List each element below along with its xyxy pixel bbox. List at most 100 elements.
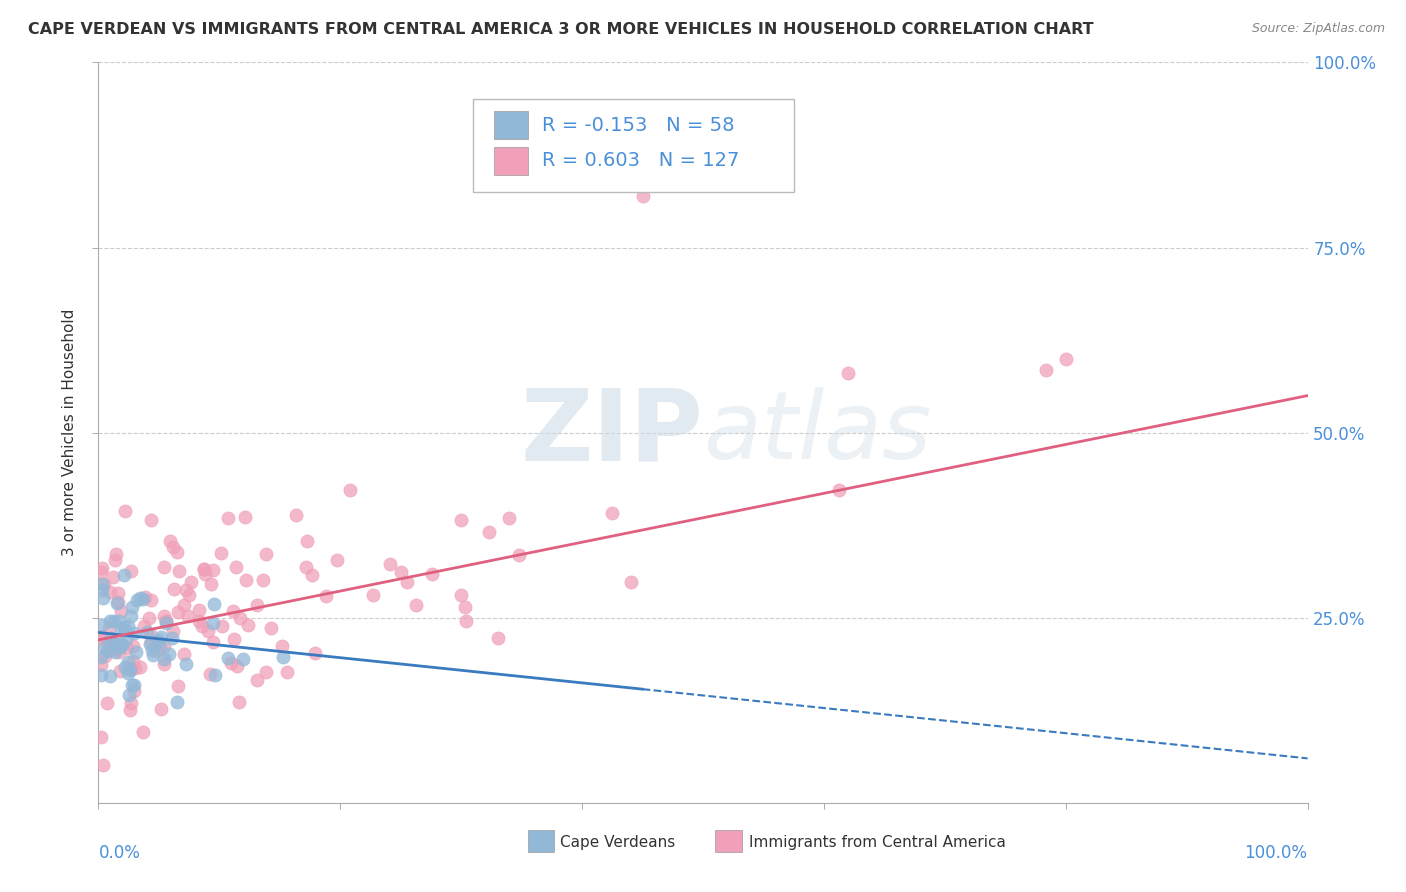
Point (138, 611, 160, 625)
Point (141, 642, 163, 657)
Point (110, 622, 132, 636)
Point (620, 575, 643, 590)
Point (450, 588, 472, 602)
Point (91, 576, 114, 591)
Point (115, 641, 138, 656)
Point (453, 599, 475, 614)
Point (139, 635, 162, 649)
Point (112, 620, 135, 634)
Point (187, 603, 209, 617)
Point (104, 547, 127, 561)
Point (139, 637, 162, 651)
Point (194, 566, 217, 581)
Point (179, 588, 201, 602)
Point (837, 367, 859, 381)
Point (202, 563, 225, 577)
Point (254, 665, 277, 680)
Point (108, 664, 131, 678)
Point (163, 582, 186, 597)
Text: R = 0.603   N = 127: R = 0.603 N = 127 (543, 152, 740, 170)
FancyBboxPatch shape (494, 112, 527, 139)
Text: Cape Verdeans: Cape Verdeans (561, 835, 675, 849)
Point (162, 624, 184, 638)
Point (145, 644, 167, 658)
Point (211, 619, 233, 633)
FancyBboxPatch shape (494, 147, 527, 175)
Point (166, 695, 188, 709)
Point (232, 652, 254, 666)
Point (173, 598, 195, 612)
Point (162, 541, 184, 555)
Point (120, 608, 142, 623)
Point (90, 731, 112, 745)
Point (136, 624, 159, 639)
Point (1054, 351, 1077, 366)
Point (98, 615, 121, 629)
Point (115, 632, 138, 646)
Point (498, 510, 520, 524)
Point (129, 660, 152, 674)
Point (91, 591, 114, 605)
Point (221, 604, 243, 618)
Point (233, 510, 256, 524)
Point (202, 635, 225, 649)
Point (217, 651, 239, 665)
Point (103, 569, 125, 583)
Point (828, 483, 851, 497)
Point (204, 597, 226, 611)
Point (93, 577, 115, 591)
Point (167, 564, 190, 578)
Text: Source: ZipAtlas.com: Source: ZipAtlas.com (1251, 22, 1385, 36)
Point (105, 633, 128, 648)
Point (224, 632, 246, 647)
Point (153, 639, 176, 653)
Point (228, 695, 250, 709)
Point (254, 547, 277, 561)
Text: ZIP: ZIP (520, 384, 703, 481)
Point (157, 647, 180, 661)
Point (339, 483, 361, 497)
Point (98, 622, 121, 636)
Point (600, 506, 623, 520)
Point (204, 668, 226, 682)
Point (104, 642, 127, 657)
Point (132, 619, 155, 633)
Point (166, 545, 188, 559)
Point (260, 622, 283, 636)
Point (110, 638, 132, 652)
Point (122, 625, 145, 640)
Point (117, 619, 139, 633)
Point (508, 548, 530, 562)
Point (91, 757, 114, 772)
Text: 100.0%: 100.0% (1244, 844, 1308, 862)
Point (456, 614, 478, 628)
Point (90, 582, 112, 597)
Point (112, 567, 135, 582)
Point (200, 667, 222, 681)
FancyBboxPatch shape (527, 830, 554, 853)
Point (90, 561, 112, 575)
Point (103, 637, 125, 651)
Point (110, 604, 132, 618)
Point (201, 615, 224, 630)
Point (176, 609, 198, 624)
Point (304, 647, 326, 661)
Point (114, 660, 136, 674)
Point (160, 632, 183, 646)
Y-axis label: 3 or more Vehicles in Household: 3 or more Vehicles in Household (62, 309, 77, 557)
Point (90, 668, 112, 682)
Point (1035, 363, 1057, 377)
Point (326, 553, 349, 567)
Point (271, 650, 294, 665)
Point (124, 661, 146, 675)
Point (120, 662, 142, 676)
Point (139, 592, 162, 607)
Point (97, 644, 120, 658)
Point (108, 645, 131, 659)
Point (96, 696, 118, 710)
Point (120, 696, 142, 710)
Point (90, 650, 112, 665)
Point (125, 593, 148, 607)
Point (90, 629, 112, 643)
Point (148, 632, 170, 647)
